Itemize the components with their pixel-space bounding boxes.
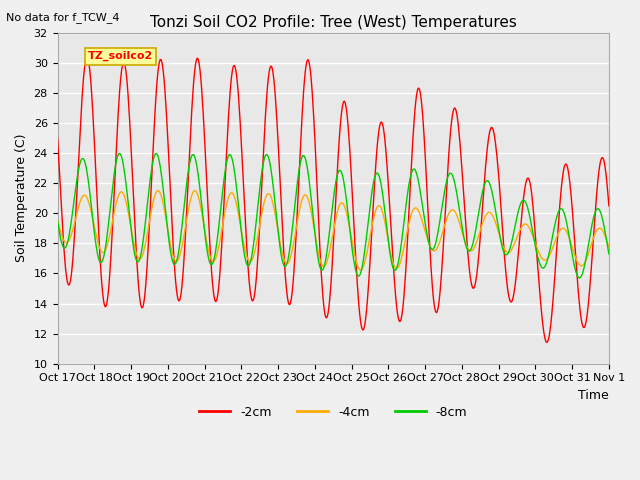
X-axis label: Time: Time [578, 389, 609, 402]
Y-axis label: Soil Temperature (C): Soil Temperature (C) [15, 134, 28, 263]
Legend: -2cm, -4cm, -8cm: -2cm, -4cm, -8cm [194, 401, 472, 424]
Text: TZ_soilco2: TZ_soilco2 [88, 51, 153, 61]
Text: No data for f_TCW_4: No data for f_TCW_4 [6, 12, 120, 23]
Title: Tonzi Soil CO2 Profile: Tree (West) Temperatures: Tonzi Soil CO2 Profile: Tree (West) Temp… [150, 15, 516, 30]
